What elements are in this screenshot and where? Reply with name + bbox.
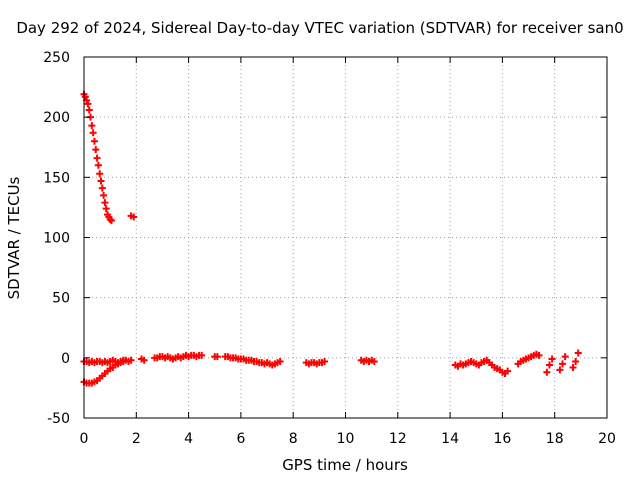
x-tick-label: 14 [441,431,459,447]
data-point [561,353,569,361]
data-point [130,213,138,221]
chart-title: Day 292 of 2024, Sidereal Day-to-day VTE… [16,19,623,37]
axis-ticks: 0 2 4 6 8 10 12 14 16 18 20 -50 0 50 100 150 200 250 [43,50,616,447]
x-tick-label: 16 [493,431,511,447]
x-tick-label: 4 [184,431,193,447]
y-axis-label: SDTVAR / TECUs [5,176,23,299]
x-tick-label: 0 [80,431,89,447]
data-point [92,146,100,154]
data-point [94,161,102,169]
data-point [102,205,110,213]
y-tick-label: 150 [43,170,70,186]
y-tick-label: 200 [43,110,70,126]
x-axis-label: GPS time / hours [282,456,408,474]
data-point [100,191,108,199]
y-tick-label: 250 [43,50,70,66]
x-tick-label: 18 [546,431,564,447]
data-point [93,154,101,162]
data-point [543,368,551,376]
data-point [97,177,105,185]
data-points [80,90,582,387]
y-tick-label: -50 [47,411,70,427]
data-point [96,170,104,178]
x-tick-label: 6 [236,431,245,447]
data-point [101,199,109,207]
data-point [88,122,96,130]
data-point [535,351,543,359]
grid [84,57,607,418]
x-tick-label: 10 [337,431,355,447]
data-point [569,363,577,371]
y-tick-label: 0 [61,351,70,367]
data-point [572,357,580,365]
data-point [198,351,206,359]
y-tick-label: 50 [52,291,70,307]
data-point [556,366,564,374]
data-point [84,100,92,108]
data-point [276,357,284,365]
data-point [321,357,329,365]
data-point [89,129,97,137]
data-point [106,215,114,223]
data-point [107,217,115,225]
x-tick-label: 12 [389,431,407,447]
data-point [81,93,89,101]
data-point [574,349,582,357]
data-point [504,367,512,375]
y-tick-label: 100 [43,231,70,247]
data-point [98,184,106,192]
data-point [370,357,378,365]
data-point [90,137,98,145]
x-tick-label: 20 [598,431,616,447]
data-point [548,355,556,363]
x-tick-label: 2 [132,431,141,447]
data-point [127,356,135,364]
data-point [140,356,148,364]
data-point [85,106,93,114]
x-tick-label: 8 [289,431,298,447]
data-point [545,361,553,369]
data-point [213,353,221,361]
data-point [559,360,567,368]
